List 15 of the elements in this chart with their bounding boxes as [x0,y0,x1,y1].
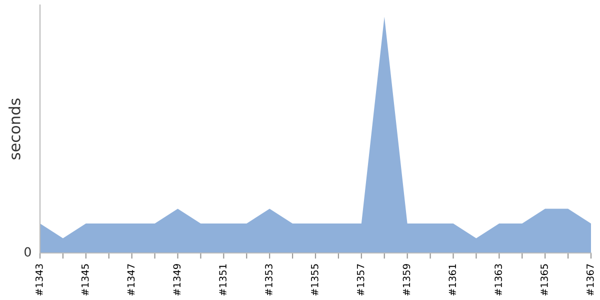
x-tick-label: #1363 [494,264,502,296]
x-tick-label: #1345 [81,264,89,296]
x-tick-label: #1367 [586,264,594,296]
x-tick-label: #1359 [402,264,410,296]
x-tick-label: #1353 [265,264,272,296]
x-tick-label: #1357 [356,264,364,296]
y-axis-title: seconds [8,98,20,160]
x-tick-label: #1355 [310,264,318,296]
x-tick-label: #1351 [219,264,226,296]
text: 0 [24,247,31,257]
x-tick-label: #1343 [35,264,43,296]
x-tick-label: #1361 [448,264,456,296]
x-tick-label: #1347 [127,264,135,296]
x-tick-label: #1365 [540,264,548,296]
x-tick-label: #1349 [173,264,181,296]
